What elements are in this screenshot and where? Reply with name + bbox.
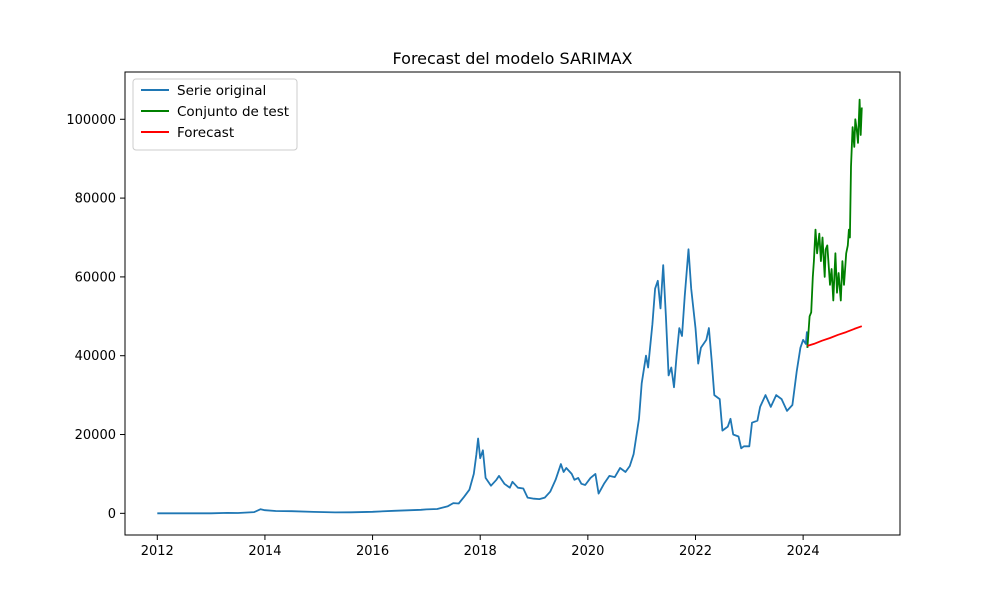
legend-box xyxy=(132,78,298,151)
y-tick-label: 80000 xyxy=(75,192,116,207)
x-tick-label: 2014 xyxy=(248,544,281,559)
legend-label: Forecast xyxy=(177,125,234,141)
y-tick-label: 0 xyxy=(108,507,116,522)
y-tick-label: 60000 xyxy=(75,270,116,285)
x-tick-label: 2024 xyxy=(787,544,820,559)
x-tick-label: 2022 xyxy=(679,544,712,559)
x-tick-label: 2020 xyxy=(571,544,604,559)
series-line-1 xyxy=(157,248,809,515)
chart-title: Forecast del modelo SARIMAX xyxy=(393,49,633,68)
series-line-2 xyxy=(806,98,863,348)
y-tick-label: 100000 xyxy=(66,113,116,128)
x-axis: 2012 2014 2016 2018 2020 2022 2024 xyxy=(141,535,820,559)
series-layer xyxy=(157,98,863,515)
series-line-3 xyxy=(807,325,863,347)
legend-label: Serie original xyxy=(177,83,266,99)
y-axis: 0 20000 40000 60000 80000 100000 xyxy=(66,113,125,522)
legend: Serie original Conjunto de test Forecast xyxy=(132,78,298,151)
legend-label: Conjunto de test xyxy=(177,104,289,120)
x-tick-label: 2012 xyxy=(141,544,174,559)
y-tick-label: 40000 xyxy=(75,349,116,364)
x-tick-label: 2016 xyxy=(356,544,389,559)
x-tick-label: 2018 xyxy=(464,544,497,559)
y-tick-label: 20000 xyxy=(75,428,116,443)
plot-frame xyxy=(124,71,901,536)
